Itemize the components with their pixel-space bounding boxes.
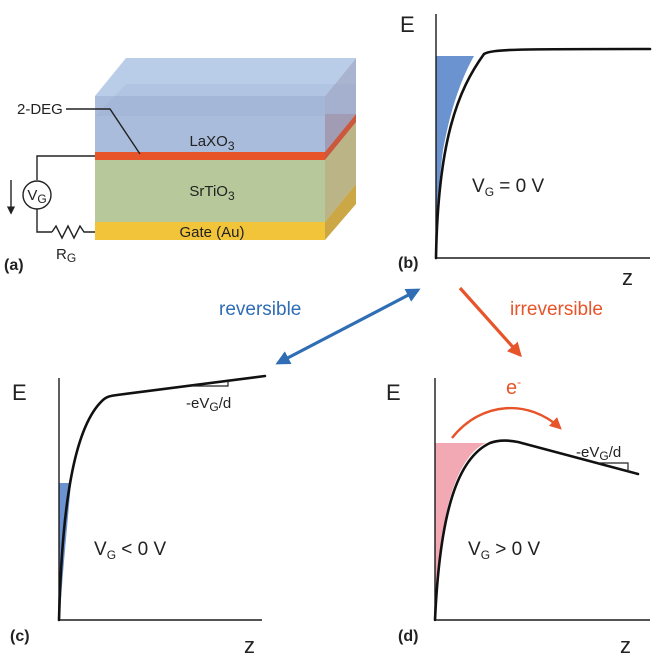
circuit-wire-left bbox=[36, 209, 52, 233]
srtio3-front bbox=[95, 160, 325, 222]
resistor-label: RG bbox=[56, 246, 76, 265]
panel-b-e-label: E bbox=[400, 12, 415, 37]
panel-d-slope-marker bbox=[598, 462, 629, 472]
panel-c-fill bbox=[59, 483, 71, 620]
panel-b-label: (b) bbox=[398, 255, 418, 272]
laxo3-label: LaXO3 bbox=[189, 133, 234, 153]
interface-front bbox=[95, 152, 325, 160]
panel-b-z-label: z bbox=[622, 265, 633, 290]
panel-b-curve bbox=[434, 47, 652, 260]
panel-c-slope-marker bbox=[192, 381, 229, 387]
panel-d-label: (d) bbox=[398, 628, 418, 645]
reversible-label: reversible bbox=[219, 299, 301, 320]
panel-c-condition: VG < 0 V bbox=[94, 539, 167, 562]
laxo3-side bbox=[325, 58, 356, 152]
panel-c-e-label: E bbox=[12, 380, 27, 405]
panel-c-label: (c) bbox=[10, 628, 30, 645]
device-panel: LaXO3 SrTiO3 Gate (Au) 2-DEG VG RG (a) bbox=[4, 58, 356, 274]
panel-b: E z VG = 0 V (b) bbox=[398, 12, 652, 290]
panel-d-slope-label: -eVG/d bbox=[576, 444, 621, 463]
panel-b-fill bbox=[436, 56, 474, 258]
laxo3-top bbox=[95, 58, 356, 96]
panel-b-condition: VG = 0 V bbox=[472, 176, 545, 199]
gate-front bbox=[95, 222, 325, 240]
label-2deg: 2-DEG bbox=[17, 101, 63, 118]
irreversible-label: irreversible bbox=[510, 299, 603, 320]
panel-d-z-label: z bbox=[620, 633, 631, 656]
voltage-source-label: VG bbox=[27, 187, 46, 206]
panel-c-curve bbox=[57, 374, 267, 622]
inner-block bbox=[95, 84, 356, 240]
panel-d: -eVG/d e- E z VG > 0 V (d) bbox=[386, 375, 650, 656]
gate-side bbox=[325, 184, 356, 240]
srtio3-label: SrTiO3 bbox=[189, 183, 235, 203]
reversible-arrow bbox=[275, 288, 421, 365]
circuit-wire-top bbox=[36, 155, 95, 180]
panel-c-slope-label: -eVG/d bbox=[186, 395, 231, 414]
srtio3-side bbox=[325, 122, 356, 222]
panel-c: -eVG/d E z VG < 0 V (c) bbox=[10, 374, 267, 656]
resistor bbox=[51, 224, 95, 240]
panel-d-fill bbox=[435, 443, 486, 620]
interface-side bbox=[325, 114, 356, 160]
pointer-2deg bbox=[66, 108, 141, 155]
gate-label: Gate (Au) bbox=[179, 224, 244, 241]
laxo3-front bbox=[95, 96, 325, 152]
panel-a-label: (a) bbox=[4, 257, 24, 274]
electron-label: e- bbox=[506, 375, 521, 399]
panel-c-z-label: z bbox=[244, 633, 255, 656]
electron-escape-arrow bbox=[451, 407, 562, 439]
panel-d-condition: VG > 0 V bbox=[468, 539, 541, 562]
panel-d-curve bbox=[433, 439, 640, 622]
irreversible-arrow bbox=[458, 286, 522, 358]
panel-d-e-label: E bbox=[386, 380, 401, 405]
